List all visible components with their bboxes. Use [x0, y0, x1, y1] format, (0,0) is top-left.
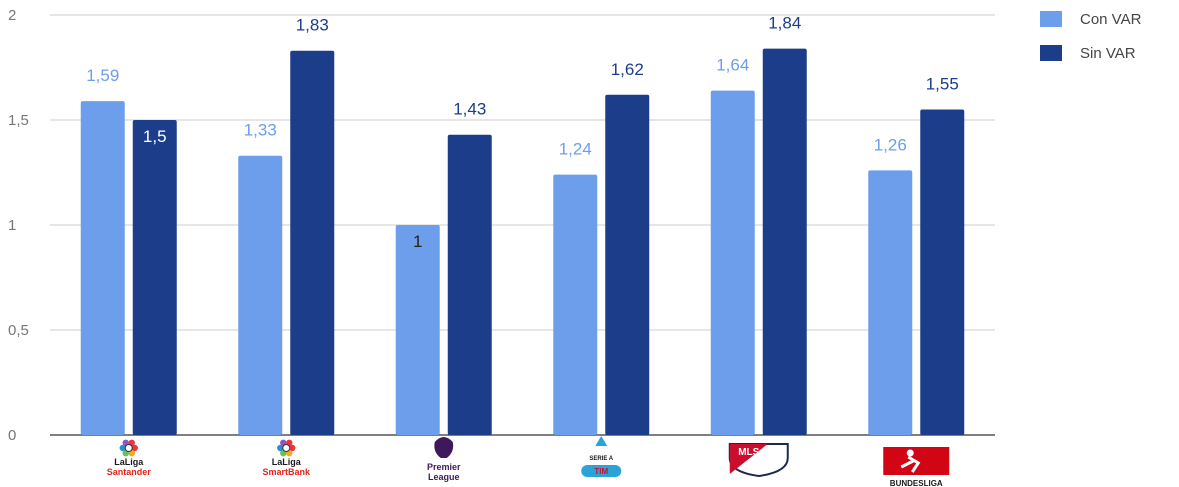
data-label-sin-var: 1,83 [296, 16, 329, 35]
data-label-con-var: 1,33 [244, 121, 277, 140]
y-tick-label: 1,5 [8, 112, 29, 129]
legend-label: Sin VAR [1080, 44, 1136, 62]
bar-sin-var [132, 120, 177, 435]
legend-item-con-var[interactable]: Con VAR [1040, 4, 1141, 34]
laliga-ball-icon [282, 444, 291, 452]
bar-con-var [553, 174, 598, 435]
y-tick-label: 2 [8, 7, 16, 24]
bar-sin-var [762, 48, 807, 435]
bar-sin-var [605, 94, 650, 436]
serie-a-tim-bar [581, 465, 622, 477]
data-label-sin-var: 1,55 [926, 75, 959, 94]
bar-sin-var [447, 134, 492, 435]
laliga-ball-icon-petal [289, 444, 296, 452]
bundesliga-logo: BUNDESLIGA [883, 447, 950, 487]
data-label-con-var: 1,26 [874, 135, 907, 154]
mls-logo: MLS [728, 443, 789, 478]
bundesliga-player-head [906, 449, 914, 457]
y-tick-label: 1 [8, 217, 16, 234]
bar-con-var [238, 155, 283, 435]
y-tick-label: 0 [8, 427, 16, 444]
data-label-con-var: 1,64 [716, 56, 749, 75]
data-label-con-var: 1 [413, 232, 422, 251]
logo-line1: Premier [427, 462, 461, 472]
bar-con-var [710, 90, 755, 435]
laliga-ball-icon-petal [119, 444, 126, 452]
laliga-ball-icon-petal [131, 444, 138, 452]
bar-con-var [868, 170, 913, 435]
serie-a-logo: SERIE A TIM [581, 436, 622, 477]
data-label-sin-var: 1,62 [611, 60, 644, 79]
bar-sin-var [290, 50, 335, 435]
laliga-ball-icon-petal [277, 444, 284, 452]
data-label-sin-var: 1,43 [453, 100, 486, 119]
laliga-ball-icon [124, 444, 133, 452]
mls-shield-red [729, 444, 768, 474]
y-tick-label: 0,5 [8, 322, 29, 339]
data-label-sin-var: 1,84 [768, 14, 801, 33]
legend-swatch-con-var [1040, 11, 1062, 27]
bar-sin-var [920, 109, 965, 435]
serie-a-icon [595, 436, 608, 446]
data-label-sin-var: 1,5 [143, 127, 167, 146]
logo-line1: SERIE A [589, 456, 613, 462]
logo-line1: LaLiga [272, 457, 302, 467]
logo-line2: League [428, 472, 460, 482]
logo-line1: MLS [738, 447, 759, 458]
bar-con-var [395, 225, 440, 435]
logo-line1: LaLiga [114, 457, 144, 467]
logo-line2: SmartBank [262, 467, 311, 477]
legend: Con VAR Sin VAR [1040, 4, 1141, 72]
legend-label: Con VAR [1080, 10, 1142, 28]
legend-swatch-sin-var [1040, 45, 1062, 61]
logo-line1: BUNDESLIGA [890, 479, 943, 487]
logo-line2: Santander [107, 467, 152, 477]
lion-icon [434, 437, 454, 458]
data-label-con-var: 1,59 [86, 66, 119, 85]
bundesliga-player-body [900, 455, 921, 473]
data-label-con-var: 1,24 [559, 140, 592, 159]
bar-con-var [80, 101, 125, 435]
logo-line2: TIM [594, 467, 608, 476]
legend-item-sin-var[interactable]: Sin VAR [1040, 38, 1141, 68]
